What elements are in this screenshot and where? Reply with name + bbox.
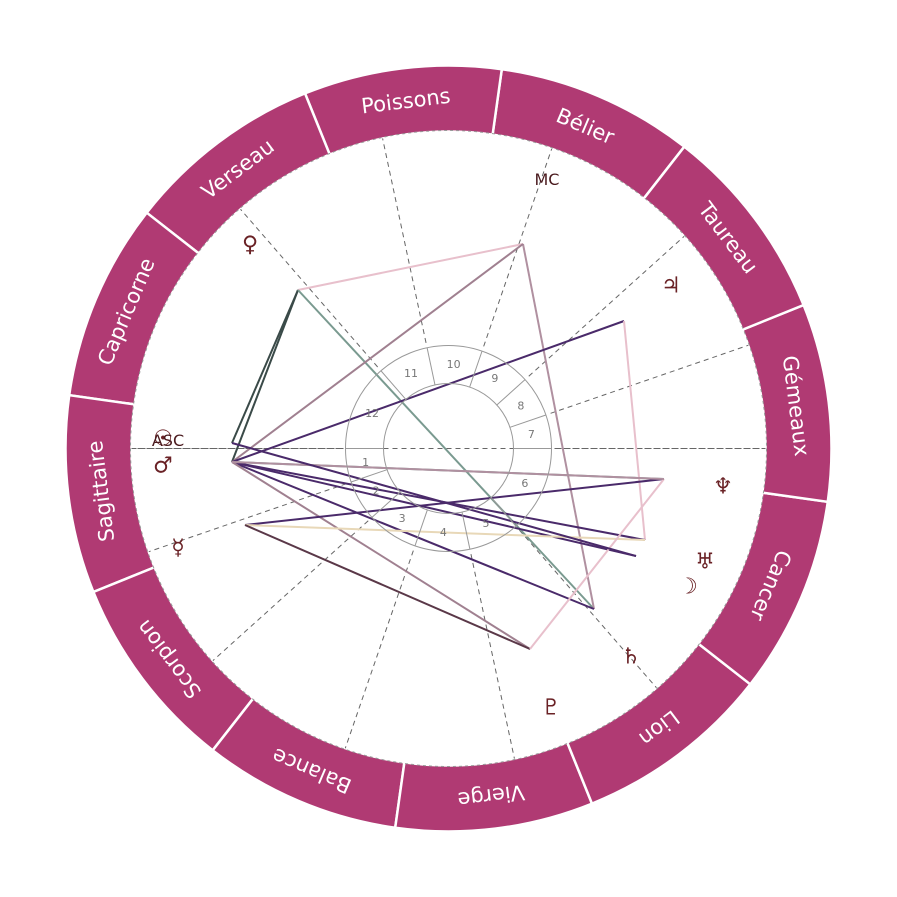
house-number: 10 <box>447 358 461 371</box>
inner-cusp-line <box>469 350 483 388</box>
uranus-glyph: ♅ <box>695 550 715 575</box>
aspect-line <box>529 478 665 650</box>
house-number: 3 <box>399 512 406 525</box>
aspect-line <box>231 461 531 650</box>
moon-glyph: ☽ <box>678 575 698 600</box>
aspect-line <box>522 243 595 610</box>
inner-dashed-circle <box>130 130 767 767</box>
mercury-glyph: ☿ <box>171 536 185 561</box>
pluto-glyph: ♇ <box>541 696 561 721</box>
aspect-line <box>231 461 637 557</box>
house-cusp-line <box>528 236 685 377</box>
house-cusp-line <box>382 138 427 343</box>
house-number: 4 <box>440 526 447 539</box>
aspect-line <box>231 289 299 463</box>
aspect-line <box>244 478 665 526</box>
house-cusp-line <box>483 148 553 347</box>
house-number: 2 <box>373 485 380 498</box>
aspect-line <box>231 320 625 463</box>
inner-cusp-line <box>371 491 401 518</box>
inner-cusp-line <box>426 347 436 386</box>
aspect-line <box>231 461 595 610</box>
planet-glyphs: ☉♂ ♀ ☿ ♃ ♆ ♅☽ ♄ ♇ <box>153 233 733 721</box>
inner-cusp-line <box>414 509 428 547</box>
aspect-line <box>244 524 646 541</box>
house-number: 11 <box>404 367 418 380</box>
house-cusp-lines <box>131 138 766 759</box>
inner-cusp-line <box>490 497 517 527</box>
mars-glyph: ♂ <box>153 454 173 479</box>
inner-cusp-line <box>509 414 547 428</box>
house-cusp-line <box>550 344 749 414</box>
mc-label: MC <box>535 170 560 189</box>
house-number: 9 <box>491 372 498 385</box>
saturn-glyph: ♄ <box>621 645 641 670</box>
aspect-line <box>231 442 637 557</box>
house-number: 1 <box>362 456 369 469</box>
house-cusp-line <box>240 208 379 368</box>
neptune-glyph: ♆ <box>713 475 733 500</box>
house-number: 6 <box>521 477 528 490</box>
aspect-line <box>623 320 646 541</box>
sun-glyph: ☉ <box>153 427 173 452</box>
aspect-line <box>231 461 665 480</box>
inner-cusp-line <box>461 511 471 550</box>
aspect-line <box>297 289 595 610</box>
house-number: 5 <box>482 517 489 530</box>
venus-glyph: ♀ <box>242 233 258 258</box>
house-number: 12 <box>365 407 379 420</box>
house-number: 8 <box>517 399 524 412</box>
house-cusp-line <box>344 550 414 749</box>
house-cusp-line <box>148 483 347 553</box>
house-number: 7 <box>528 428 535 441</box>
inner-cusp-line <box>380 370 407 400</box>
house-cusp-line <box>518 529 657 689</box>
jupiter-glyph: ♃ <box>661 274 681 299</box>
inner-cusp-line <box>496 379 526 406</box>
house-cusp-line <box>212 520 369 661</box>
aspect-line <box>297 243 524 291</box>
aspect-line <box>231 243 524 463</box>
aspect-lines <box>231 243 665 650</box>
aspect-line <box>244 524 531 650</box>
inner-cusp-line <box>350 469 388 483</box>
sign-segment <box>641 144 806 332</box>
asc-label: ASC <box>152 431 184 450</box>
aspect-line <box>231 289 299 444</box>
house-cusp-line <box>470 554 515 759</box>
